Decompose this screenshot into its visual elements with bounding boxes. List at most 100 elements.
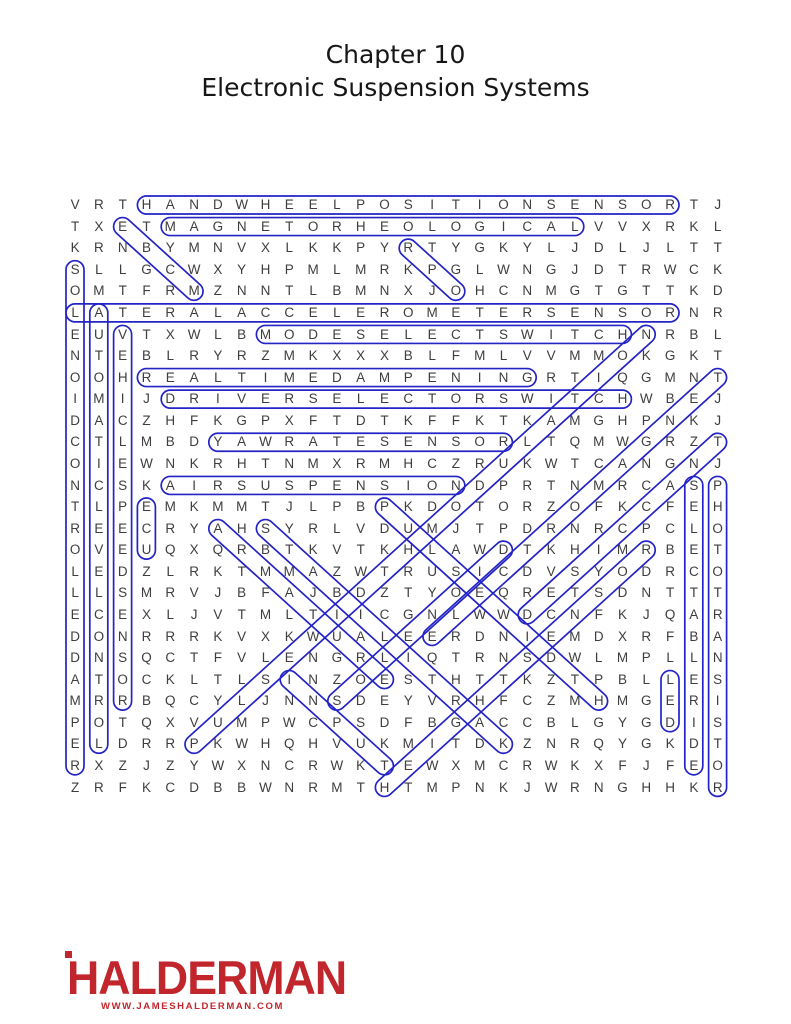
grid-letter: N: [427, 434, 437, 450]
grid-letter: L: [237, 671, 246, 687]
grid-letter: D: [308, 326, 318, 342]
grid-letter: I: [477, 369, 482, 385]
grid-letter: T: [356, 779, 365, 795]
grid-letter: R: [379, 305, 390, 321]
grid-letter: L: [214, 305, 222, 321]
grid-letter: S: [403, 197, 413, 213]
grid-letter: G: [617, 779, 628, 795]
grid-letter: L: [475, 261, 484, 277]
grid-letter: P: [356, 240, 366, 256]
grid-letter: M: [569, 348, 581, 364]
grid-letter: O: [69, 456, 81, 472]
grid-letter: B: [689, 628, 699, 644]
grid-letter: Y: [213, 348, 223, 364]
grid-letter: M: [259, 326, 272, 342]
grid-letter: T: [237, 607, 246, 623]
grid-letter: N: [70, 348, 80, 364]
grid-letter: A: [546, 412, 556, 428]
grid-letter: W: [497, 261, 510, 277]
grid-letter: M: [259, 607, 272, 623]
halderman-logo: HALDERMAN: [67, 954, 361, 1001]
grid-letter: S: [284, 477, 294, 493]
grid-letter: I: [715, 693, 720, 709]
grid-letter: N: [213, 240, 223, 256]
grid-letter: O: [403, 305, 414, 321]
grid-letter: V: [70, 197, 80, 213]
grid-letter: H: [570, 542, 580, 558]
grid-letter: C: [498, 563, 509, 579]
grid-letter: Z: [142, 563, 151, 579]
grid-letter: M: [69, 693, 81, 709]
grid-letter: E: [118, 348, 128, 364]
grid-letter: X: [332, 456, 342, 472]
grid-letter: N: [379, 283, 390, 299]
grid-letter: R: [451, 628, 461, 644]
grid-letter: D: [165, 391, 176, 407]
grid-letter: E: [118, 520, 128, 536]
grid-letter: V: [546, 348, 556, 364]
grid-letter: I: [501, 218, 506, 234]
grid-letter: S: [451, 434, 461, 450]
grid-letter: E: [141, 305, 151, 321]
grid-letter: E: [427, 369, 437, 385]
grid-letter: S: [546, 197, 556, 213]
grid-letter: P: [332, 714, 342, 730]
grid-letter: I: [477, 563, 482, 579]
grid-letter: Q: [141, 650, 152, 666]
grid-letter: O: [69, 369, 81, 385]
grid-letter: V: [332, 542, 342, 558]
grid-letter: U: [427, 563, 437, 579]
grid-letter: N: [689, 456, 699, 472]
grid-letter: V: [118, 326, 128, 342]
grid-letter: J: [143, 758, 150, 774]
grid-letter: P: [641, 650, 651, 666]
grid-letter: S: [260, 671, 270, 687]
grid-letter: I: [596, 542, 601, 558]
grid-letter: X: [237, 758, 247, 774]
grid-letter: P: [403, 369, 413, 385]
grid-letter: H: [260, 736, 271, 752]
grid-letter: M: [283, 369, 295, 385]
grid-letter: K: [213, 563, 223, 579]
grid-letter: W: [259, 779, 272, 795]
grid-letter: T: [308, 607, 318, 623]
grid-letter: R: [665, 305, 675, 321]
grid-letter: Y: [284, 520, 294, 536]
grid-letter: T: [285, 542, 294, 558]
grid-letter: M: [426, 305, 438, 321]
grid-letter: Q: [165, 542, 176, 558]
grid-letter: J: [714, 412, 722, 428]
grid-letter: O: [617, 563, 628, 579]
grid-letter: W: [306, 628, 320, 644]
grid-letter: R: [165, 628, 176, 644]
grid-letter: E: [451, 305, 461, 321]
grid-letter: W: [544, 456, 558, 472]
grid-letter: L: [333, 305, 341, 321]
grid-letter: O: [93, 714, 105, 730]
grid-letter: X: [356, 348, 366, 364]
grid-letter: G: [641, 369, 652, 385]
grid-letter: S: [546, 305, 556, 321]
grid-letter: L: [713, 218, 722, 234]
grid-letter: Z: [689, 434, 699, 450]
grid-letter: B: [237, 326, 247, 342]
grid-letter: A: [189, 305, 199, 321]
grid-letter: Y: [213, 693, 223, 709]
grid-letter: M: [569, 628, 581, 644]
grid-letter: T: [356, 542, 365, 558]
grid-letter: O: [498, 499, 509, 515]
grid-letter: B: [141, 240, 151, 256]
grid-letter: N: [355, 477, 366, 493]
grid-letter: D: [379, 714, 390, 730]
grid-letter: W: [235, 736, 249, 752]
grid-letter: N: [522, 261, 533, 277]
grid-letter: T: [118, 283, 127, 299]
grid-letter: K: [379, 736, 389, 752]
grid-letter: T: [70, 218, 80, 234]
grid-letter: P: [332, 499, 342, 515]
grid-letter: K: [689, 348, 699, 364]
grid-letter: T: [689, 197, 699, 213]
grid-letter: T: [94, 671, 104, 687]
grid-letter: I: [358, 607, 363, 623]
grid-letter: H: [260, 261, 271, 277]
